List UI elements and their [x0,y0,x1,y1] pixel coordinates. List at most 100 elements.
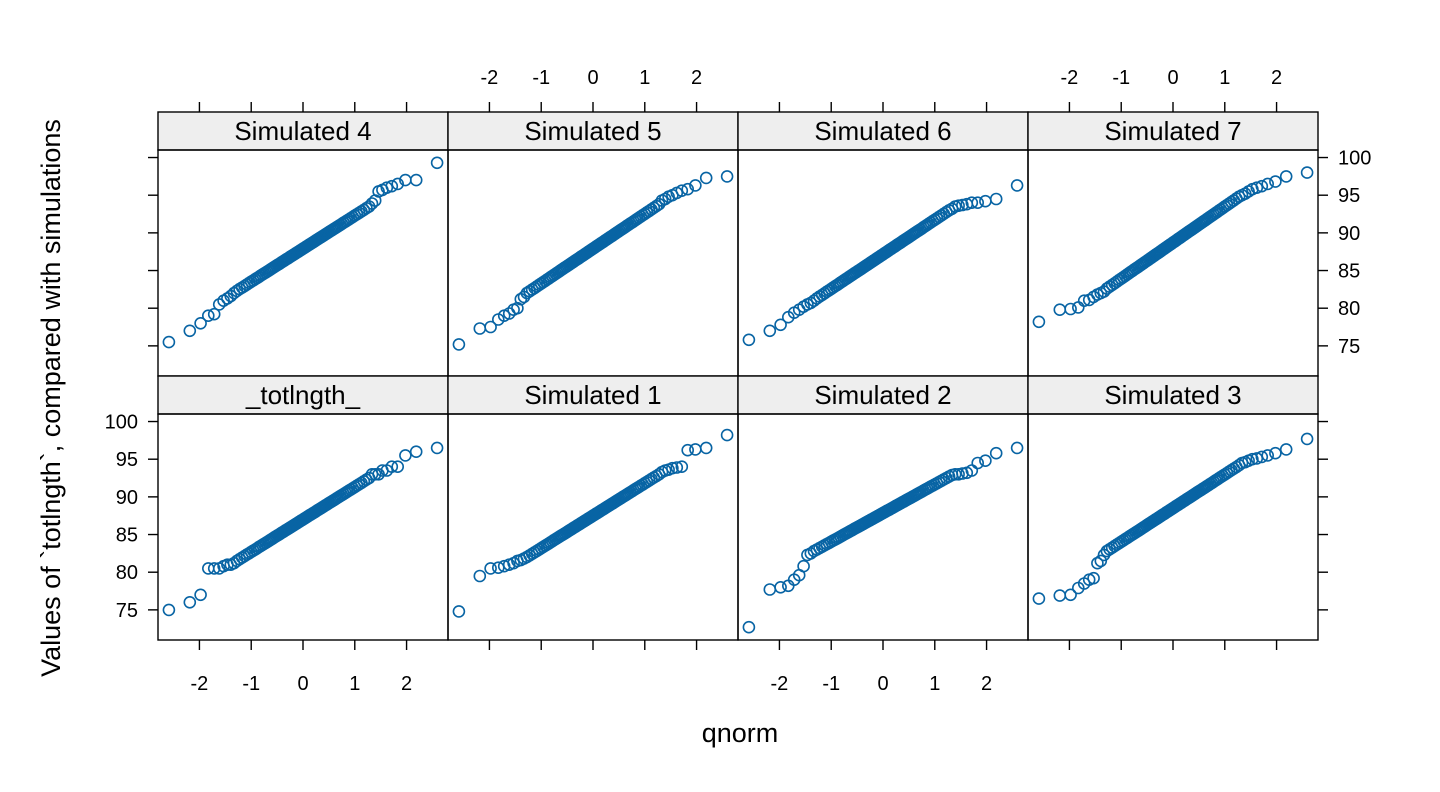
data-point [681,443,695,457]
data-point [699,171,713,185]
data-point [1246,452,1259,466]
data-point [1269,446,1282,460]
panel-strip [737,375,1029,415]
data-point [971,456,985,470]
data-point [965,196,979,209]
y-tick-label: 100 [1338,148,1371,170]
panel-strip-label: Simulated 3 [1104,380,1241,410]
data-point [484,562,497,575]
panel-strip [157,111,449,151]
x-tick-label: -1 [532,67,550,89]
data-point [670,461,684,474]
y-tick-label: 85 [1338,261,1360,283]
data-point [1032,315,1046,329]
data-point [1064,588,1077,602]
x-tick-label: -1 [1112,67,1130,89]
data-point [699,441,713,455]
data-point [689,179,702,192]
data-point [207,562,221,575]
data-point [797,559,810,573]
x-tick-label: 2 [981,673,992,695]
data-point [720,428,734,442]
data-point [1072,301,1085,314]
data-point [207,307,221,321]
panel-strip-label: Simulated 2 [814,380,951,410]
x-tick-label: -1 [822,673,840,695]
data-point [742,333,756,347]
x-tick-label: 1 [349,673,360,695]
data-point [1250,181,1264,194]
data-point [1053,303,1067,317]
panel-frame [1027,149,1319,377]
data-point [183,595,197,609]
data-point [183,324,197,338]
data-point [1261,449,1274,462]
x-tick-label: -1 [242,673,260,695]
x-tick-label: 2 [401,673,412,695]
data-point [372,467,385,481]
data-point [774,318,787,332]
data-point [658,192,672,206]
y-tick-label: 90 [116,487,138,509]
y-tick-label: 95 [116,449,138,471]
data-point [452,605,466,618]
x-tick-label: 0 [587,67,598,89]
y-tick-label: 75 [1338,336,1360,358]
data-point [385,179,399,193]
data-point [1010,441,1024,455]
x-tick-label: -2 [191,673,209,695]
data-point [391,177,405,191]
data-point [430,441,444,455]
data-point [1094,554,1108,568]
data-point [162,603,176,617]
data-point [1279,443,1293,456]
x-tick-label: 2 [691,67,702,89]
x-tick-label: -2 [481,67,499,89]
panel-frame [737,149,1029,377]
x-tick-label: 1 [639,67,650,89]
panel-frame [447,149,739,377]
data-point [1010,179,1024,192]
data-point [989,192,1003,206]
data-point [742,620,756,634]
data-point [1279,170,1293,183]
data-point [162,335,176,349]
data-point [1261,177,1274,191]
data-point [689,443,702,456]
data-point [781,579,795,593]
data-point [385,460,399,474]
data-point [1032,592,1046,605]
data-point [1255,450,1269,464]
data-point [1269,175,1282,188]
data-point [473,322,487,335]
panel-frame [737,413,1029,641]
data-point [1064,302,1077,316]
data-point [1091,556,1104,570]
data-point [675,460,689,474]
data-point [380,181,394,194]
data-point [365,197,379,210]
data-point [774,580,787,594]
data-point [666,461,679,475]
data-point [979,454,992,468]
data-point [473,569,487,583]
data-point [971,196,985,209]
data-point [484,320,497,334]
data-point [1053,589,1067,602]
data-point [452,338,466,351]
panel-strip-label: Simulated 1 [524,380,661,410]
x-tick-label: 1 [929,673,940,695]
data-point [1255,179,1269,193]
data-point [202,309,215,323]
data-point [675,184,689,197]
panel-frame [447,413,739,641]
x-tick-label: -2 [1061,67,1079,89]
data-point [956,198,969,212]
panel-strip [157,375,449,415]
y-tick-label: 95 [1338,185,1360,207]
data-point [430,156,444,170]
points-layer [162,156,1314,634]
y-tick-label: 90 [1338,223,1360,245]
panel-strip-label: Simulated 6 [814,116,951,146]
